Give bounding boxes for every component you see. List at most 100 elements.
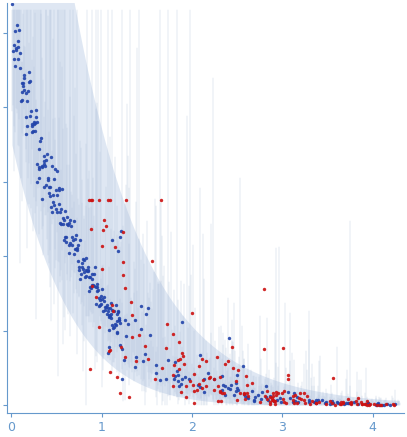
Point	[171, 362, 177, 369]
Point	[43, 182, 49, 189]
Point	[63, 233, 70, 240]
Point	[138, 302, 145, 309]
Point	[211, 375, 217, 382]
Point	[105, 350, 112, 357]
Point	[139, 357, 146, 364]
Point	[291, 389, 297, 396]
Point	[319, 396, 326, 403]
Point	[103, 223, 110, 230]
Point	[353, 400, 360, 407]
Point	[34, 118, 41, 125]
Point	[348, 400, 355, 407]
Point	[211, 375, 218, 382]
Point	[250, 398, 257, 405]
Point	[74, 246, 81, 253]
Point	[117, 342, 123, 349]
Point	[326, 400, 333, 407]
Point	[101, 216, 107, 223]
Point	[114, 308, 121, 315]
Point	[384, 401, 390, 408]
Point	[290, 400, 297, 407]
Point	[337, 400, 344, 407]
Point	[107, 347, 113, 354]
Point	[97, 296, 103, 303]
Point	[85, 197, 92, 204]
Point	[164, 320, 171, 327]
Point	[67, 216, 73, 223]
Point	[58, 205, 64, 212]
Point	[61, 217, 67, 224]
Point	[61, 236, 68, 243]
Point	[172, 373, 179, 380]
Point	[217, 389, 223, 396]
Point	[97, 301, 103, 308]
Point	[136, 331, 143, 338]
Point	[22, 89, 29, 96]
Point	[371, 400, 378, 407]
Point	[108, 237, 115, 244]
Point	[93, 293, 99, 300]
Point	[11, 63, 18, 70]
Point	[358, 398, 365, 405]
Point	[118, 228, 124, 235]
Point	[285, 375, 292, 382]
Point	[42, 163, 49, 170]
Point	[90, 281, 97, 288]
Point	[62, 208, 69, 215]
Point	[348, 399, 354, 406]
Point	[85, 264, 92, 271]
Point	[129, 311, 135, 318]
Point	[179, 349, 186, 356]
Point	[312, 398, 319, 405]
Point	[274, 389, 281, 396]
Point	[83, 273, 90, 280]
Point	[89, 271, 96, 278]
Point	[106, 311, 112, 318]
Point	[19, 89, 25, 96]
Point	[172, 358, 178, 365]
Point	[37, 134, 44, 141]
Point	[107, 312, 113, 319]
Point	[89, 282, 95, 289]
Point	[351, 399, 357, 406]
Point	[211, 386, 218, 393]
Point	[291, 398, 298, 405]
Point	[348, 399, 354, 406]
Point	[31, 119, 37, 126]
Point	[96, 303, 103, 310]
Point	[280, 345, 286, 352]
Point	[118, 343, 125, 350]
Point	[107, 299, 114, 306]
Point	[99, 265, 105, 272]
Point	[35, 145, 42, 152]
Point	[221, 389, 228, 396]
Point	[171, 376, 177, 383]
Point	[64, 214, 71, 221]
Point	[307, 401, 314, 408]
Point	[194, 386, 200, 393]
Point	[241, 391, 247, 398]
Point	[329, 400, 336, 407]
Point	[99, 285, 105, 292]
Point	[89, 197, 95, 204]
Point	[45, 175, 52, 182]
Point	[120, 271, 127, 278]
Point	[163, 345, 170, 352]
Point	[59, 186, 65, 193]
Point	[274, 397, 280, 404]
Point	[191, 370, 197, 377]
Point	[128, 298, 134, 305]
Point	[120, 259, 127, 266]
Point	[287, 394, 293, 401]
Point	[258, 396, 265, 403]
Point	[114, 310, 120, 317]
Point	[241, 390, 247, 397]
Point	[107, 197, 114, 204]
Point	[263, 394, 269, 401]
Point	[175, 377, 182, 384]
Point	[334, 398, 341, 405]
Point	[61, 234, 68, 241]
Point	[271, 398, 278, 405]
Point	[293, 399, 300, 406]
Point	[234, 396, 241, 403]
